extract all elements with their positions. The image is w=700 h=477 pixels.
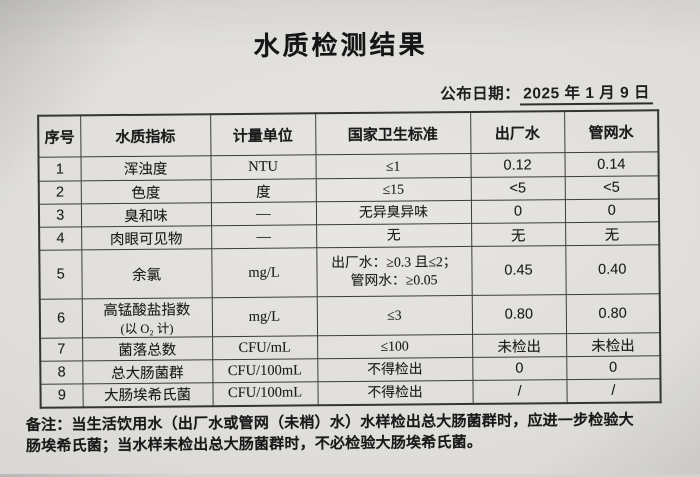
cell-unit: — [211, 224, 317, 249]
standard-line-1: 不得检出 [367, 361, 423, 377]
cell-index: 1 [38, 156, 81, 182]
standard-line-1: 无 [386, 227, 401, 243]
cell-index: 4 [39, 226, 82, 251]
cell-factory-water-value: 0 [470, 199, 566, 224]
indicator-name: 大肠埃希氏菌 [104, 387, 192, 405]
cell-standard: ≤100 [317, 334, 473, 359]
cell-standard: 无 [316, 223, 472, 248]
cell-unit: CFU/mL [212, 335, 318, 360]
publish-date: 公布日期： 2025 年 1 月 9 日 [0, 80, 699, 108]
table-header-row: 序号 水质指标 计量单位 国家卫生标准 出厂水 管网水 [38, 110, 659, 158]
footnote-label: 备注： [25, 416, 72, 434]
indicator-name: 菌落总数 [118, 342, 177, 359]
cell-index: 9 [40, 383, 83, 408]
standard-line-1: 出厂水：≥0.3 且≤2； [331, 254, 457, 271]
cell-unit: 度 [210, 178, 316, 203]
cell-index: 8 [40, 360, 83, 385]
cell-standard: 不得检出 [317, 357, 473, 382]
footnote-line-2: 肠埃希氏菌；当水样未检出总大肠菌群时，不必检验大肠埃希氏菌。 [26, 431, 678, 458]
footnote: 备注：当生活饮用水（出厂水或管网（未梢）水）水样检出总大肠菌群时，应进一步检验大… [26, 410, 678, 459]
standard-line-1: ≤1 [385, 158, 401, 174]
publish-date-value: 2025 年 1 月 9 日 [520, 84, 654, 106]
cell-network-water-value: 0.40 [565, 244, 660, 295]
cell-standard: 出厂水：≥0.3 且≤2； 管网水：≥0.05 [316, 246, 472, 297]
col-header-factory-water: 出厂水 [470, 111, 565, 154]
cell-indicator: 臭和味 [80, 202, 212, 227]
cell-factory-water-value: 0 [472, 356, 567, 381]
cell-indicator: 菌落总数 [82, 336, 213, 361]
cell-factory-water-value: 0.45 [471, 245, 566, 296]
indicator-name: 肉眼可见物 [109, 230, 183, 248]
publish-date-label: 公布日期： [440, 85, 521, 104]
table-row: 5 余氯 mg/L 出厂水：≥0.3 且≤2； 管网水：≥0.05 0.45 0… [39, 244, 660, 300]
indicator-name: 余氯 [131, 267, 162, 284]
cell-index: 2 [38, 180, 81, 205]
cell-indicator: 肉眼可见物 [81, 225, 212, 250]
cell-network-water-value: 0 [566, 355, 661, 380]
standard-line-2: 管网水：≥0.05 [350, 272, 438, 288]
cell-indicator: 浑浊度 [80, 155, 211, 181]
cell-index: 7 [40, 337, 83, 362]
cell-network-water-value: <5 [564, 175, 659, 200]
page-title: 水质检测结果 [253, 30, 428, 61]
standard-line-1: 不得检出 [367, 384, 423, 400]
cell-factory-water-value: / [472, 379, 567, 404]
cell-factory-water-value: <5 [470, 176, 565, 201]
indicator-name: 浑浊度 [123, 161, 168, 178]
cell-factory-water-value: 未检出 [472, 333, 567, 358]
cell-network-water-value: / [566, 378, 661, 403]
standard-line-1: ≤3 [387, 307, 402, 323]
cell-network-water-value: 0.14 [564, 151, 659, 177]
cell-index: 3 [38, 203, 82, 228]
cell-factory-water-value: 0.80 [471, 294, 567, 335]
col-header-network-water: 管网水 [564, 110, 659, 153]
footnote-text-1: 当生活饮用水（出厂水或管网（未梢）水）水样检出总大肠菌群时，应进一步检验大 [71, 412, 634, 433]
standard-line-1: ≤15 [382, 181, 405, 197]
col-header-index: 序号 [38, 115, 81, 158]
col-header-unit: 计量单位 [210, 113, 316, 156]
col-header-indicator: 水质指标 [80, 114, 211, 157]
cell-indicator: 大肠埃希氏菌 [82, 382, 213, 407]
cell-indicator: 色度 [80, 179, 211, 204]
footnote-text-2: 肠埃希氏菌；当水样未检出总大肠菌群时，不必检验大肠埃希氏菌。 [25, 434, 483, 455]
table-row: 9 大肠埃希氏菌 CFU/100mL 不得检出 / / [40, 378, 661, 408]
cell-unit: CFU/100mL [212, 381, 318, 406]
cell-unit: CFU/100mL [212, 358, 318, 383]
cell-network-water-value: 无 [565, 221, 660, 246]
cell-network-water-value: 0.80 [565, 293, 661, 334]
cell-index: 5 [39, 249, 82, 300]
water-quality-results-table: 序号 水质指标 计量单位 国家卫生标准 出厂水 管网水 1 浑浊度 NTU ≤1… [37, 109, 662, 409]
cell-index: 6 [39, 298, 83, 339]
cell-standard: ≤15 [315, 177, 471, 202]
standard-line-1: ≤100 [380, 338, 409, 354]
standard-line-1: 无异臭异味 [358, 204, 429, 220]
indicator-name: 臭和味 [124, 208, 168, 225]
cell-network-water-value: 0 [564, 198, 660, 223]
indicator-name: 色度 [131, 185, 161, 202]
cell-standard: ≤3 [316, 295, 473, 336]
cell-standard: 无异臭异味 [315, 200, 472, 225]
col-header-national-standard: 国家卫生标准 [315, 111, 471, 155]
cell-indicator: 余氯 [81, 248, 212, 299]
cell-unit: — [210, 201, 317, 226]
cell-indicator: 总大肠菌群 [82, 359, 213, 384]
cell-factory-water-value: 0.12 [470, 152, 565, 178]
cell-unit: mg/L [211, 247, 317, 298]
cell-unit: NTU [210, 154, 316, 180]
indicator-name: 总大肠菌群 [111, 364, 184, 382]
cell-standard: 不得检出 [317, 380, 473, 405]
cell-standard: ≤1 [315, 153, 471, 179]
cell-network-water-value: 未检出 [566, 332, 661, 357]
cell-unit: mg/L [211, 296, 318, 337]
table-row: 6 高锰酸盐指数 (以 O₂ 计) mg/L ≤3 0.80 0.80 [39, 293, 661, 339]
cell-factory-water-value: 无 [471, 222, 566, 247]
cell-indicator: 高锰酸盐指数 (以 O₂ 计) [81, 297, 213, 338]
indicator-name-sub: (以 O₂ 计) [120, 321, 174, 337]
